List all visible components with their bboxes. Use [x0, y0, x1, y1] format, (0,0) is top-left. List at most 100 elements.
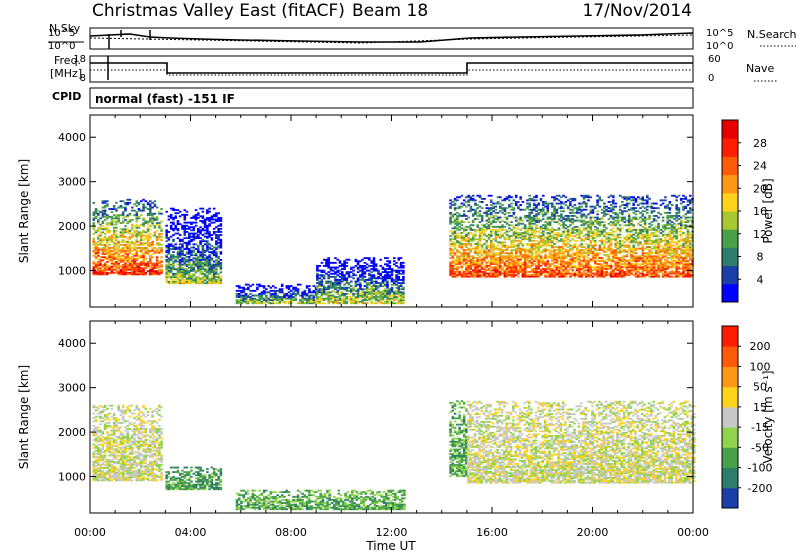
- heatmap-cell: [158, 234, 161, 237]
- heatmap-cell: [594, 261, 597, 264]
- heatmap-cell: [217, 212, 220, 215]
- heatmap-cell: [135, 205, 139, 207]
- heatmap-cell: [585, 250, 588, 253]
- heatmap-cell: [201, 277, 205, 280]
- heatmap-cell: [600, 229, 604, 231]
- heatmap-cell: [338, 275, 342, 278]
- heatmap-cell: [106, 228, 109, 231]
- heatmap-cell: [115, 233, 118, 235]
- heatmap-cell: [537, 230, 541, 233]
- heatmap-cell: [345, 286, 349, 289]
- heatmap-cell: [181, 266, 184, 269]
- heatmap-cell: [510, 224, 513, 227]
- heatmap-cell: [201, 221, 205, 224]
- heatmap-cell: [551, 232, 554, 234]
- heatmap-cell: [388, 296, 392, 298]
- heatmap-cell: [363, 265, 367, 267]
- heatmap-cell: [188, 255, 191, 258]
- heatmap-cell: [169, 255, 173, 258]
- heatmap-cell: [480, 258, 484, 261]
- heatmap-cell: [219, 276, 223, 278]
- heatmap-cell: [535, 215, 538, 217]
- heatmap-cell: [327, 260, 330, 263]
- heatmap-cell: [557, 218, 561, 220]
- heatmap-cell: [494, 257, 498, 259]
- heatmap-cell: [623, 258, 626, 261]
- heatmap-cell: [267, 299, 270, 302]
- heatmap-cell: [573, 275, 577, 278]
- heatmap-cell: [320, 280, 324, 283]
- heatmap-cell: [393, 280, 396, 283]
- heatmap-cell: [603, 205, 606, 208]
- heatmap-cell: [112, 268, 116, 271]
- heatmap-cell: [519, 219, 522, 222]
- heatmap-cell: [133, 273, 136, 276]
- heatmap-cell: [206, 232, 209, 235]
- heatmap-cell: [242, 299, 246, 302]
- heatmap-cell: [496, 264, 500, 267]
- heatmap-cell: [517, 258, 520, 261]
- heatmap-cell: [167, 238, 171, 241]
- heatmap-cell: [569, 229, 572, 231]
- heatmap-cell: [112, 208, 116, 210]
- heatmap-cell: [519, 218, 522, 220]
- heatmap-cell: [370, 289, 373, 292]
- heatmap-cell: [370, 300, 373, 303]
- heatmap-cell: [542, 269, 545, 272]
- heatmap-cell: [600, 267, 604, 270]
- heatmap-cell: [381, 291, 385, 294]
- heatmap-cell: [517, 271, 520, 273]
- heatmap-cell: [144, 242, 148, 245]
- heatmap-cell: [505, 246, 509, 248]
- heatmap-cell: [365, 294, 369, 297]
- heatmap-cell: [600, 230, 604, 233]
- heatmap-cell: [503, 225, 507, 228]
- heatmap-cell: [573, 243, 577, 245]
- heatmap-cell: [149, 203, 152, 206]
- heatmap-cell: [99, 271, 102, 274]
- heatmap-cell: [316, 279, 319, 281]
- heatmap-cell: [258, 300, 261, 303]
- heatmap-cell: [199, 255, 202, 258]
- heatmap-cell: [341, 265, 344, 267]
- heatmap-cell: [483, 230, 486, 233]
- heatmap-cell: [618, 246, 622, 248]
- heatmap-cell: [341, 279, 344, 281]
- heatmap-cell: [94, 212, 98, 215]
- heatmap-cell: [153, 265, 157, 268]
- heatmap-cell: [178, 259, 182, 261]
- heatmap-cell: [618, 229, 622, 231]
- heatmap-cell: [390, 277, 394, 280]
- heatmap-cell: [181, 252, 184, 255]
- heatmap-cell: [598, 272, 602, 275]
- heatmap-cell: [151, 215, 154, 218]
- heatmap-cell: [469, 207, 473, 210]
- heatmap-cell: [596, 269, 599, 272]
- heatmap-cell: [160, 247, 163, 249]
- heatmap-cell: [530, 199, 534, 202]
- heatmap-cell: [449, 264, 452, 267]
- heatmap-cell: [124, 201, 127, 204]
- heatmap-cell: [190, 232, 193, 235]
- heatmap-cell: [185, 221, 189, 224]
- heatmap-cell: [165, 232, 168, 235]
- heatmap-cell: [542, 261, 545, 264]
- heatmap-cell: [562, 266, 565, 269]
- heatmap-cell: [140, 250, 143, 252]
- heatmap-cell: [131, 223, 134, 226]
- heatmap-cell: [460, 219, 464, 222]
- heatmap-cell: [483, 266, 486, 269]
- heatmap-cell: [97, 228, 100, 231]
- heatmap-cell: [181, 246, 184, 249]
- heatmap-cell: [112, 223, 116, 226]
- heatmap-cell: [94, 242, 98, 245]
- heatmap-cell: [490, 204, 493, 206]
- heatmap-cell: [155, 262, 159, 265]
- heatmap-cell: [605, 269, 608, 272]
- heatmap-cell: [612, 194, 615, 197]
- heatmap-cell: [492, 243, 495, 245]
- heatmap-cell: [296, 289, 300, 292]
- heatmap-cell: [183, 273, 187, 275]
- heatmap-cell: [379, 274, 382, 277]
- heatmap-cell: [115, 243, 118, 246]
